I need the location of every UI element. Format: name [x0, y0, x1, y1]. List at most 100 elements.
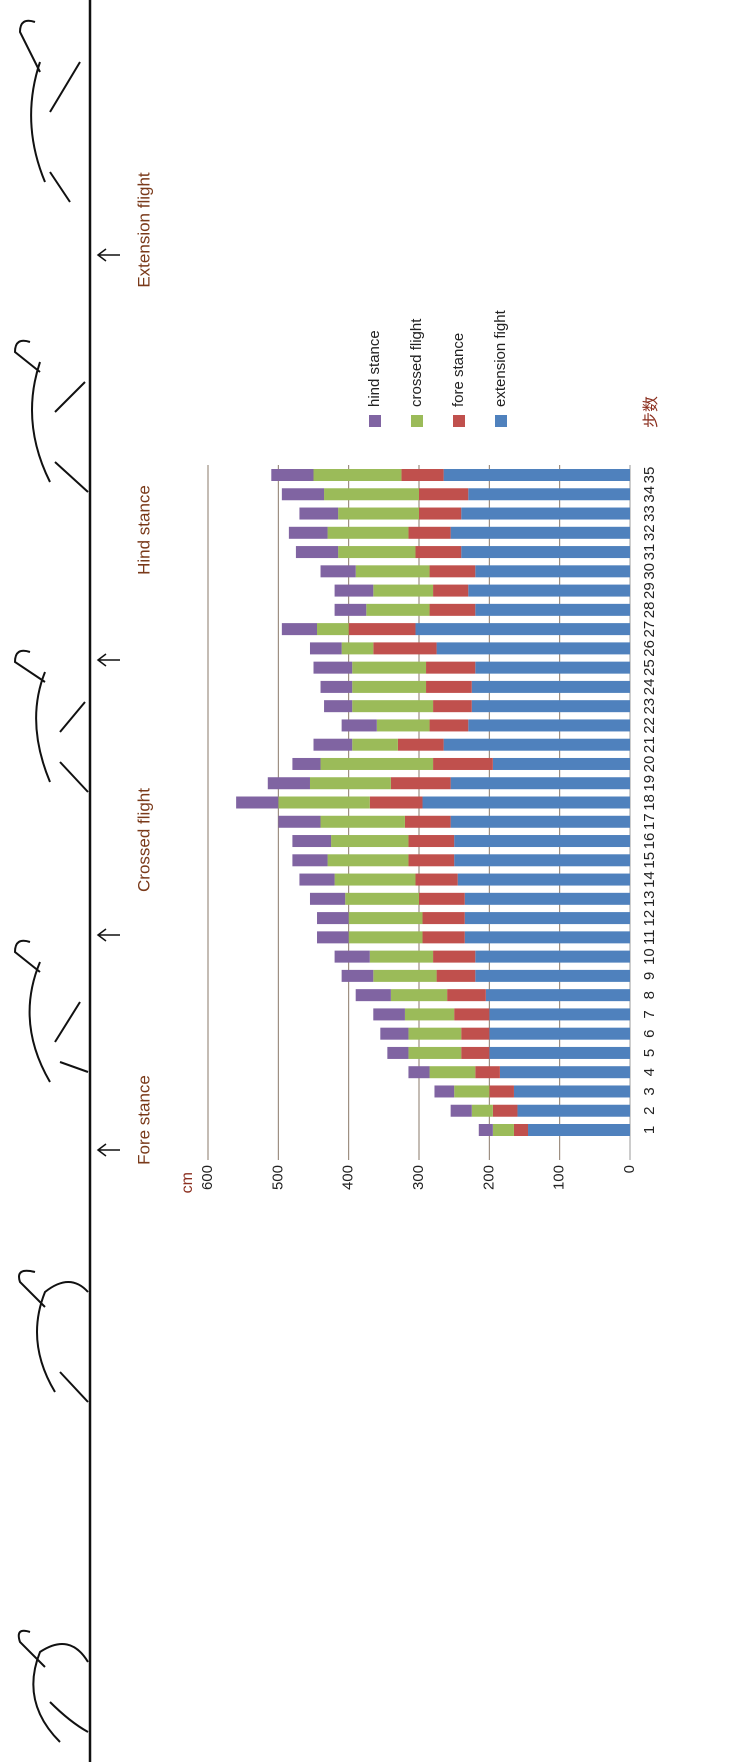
bar-segment: [465, 912, 630, 924]
bar-segment: [454, 854, 630, 866]
bar-segment: [461, 1047, 489, 1059]
bar-segment: [398, 739, 444, 751]
y-tick-label: 500: [269, 1165, 286, 1190]
bar-segment: [342, 719, 377, 731]
bar-segment: [401, 469, 443, 481]
bar-segment: [472, 700, 630, 712]
bar-segment: [352, 739, 398, 751]
legend-label: extension fight: [492, 309, 509, 407]
bar-segment: [405, 816, 451, 828]
bar-segment: [380, 1028, 408, 1040]
bar-segment: [268, 777, 310, 789]
bar-segment: [391, 989, 447, 1001]
bar-segment: [299, 508, 338, 520]
bar-segment: [335, 951, 370, 963]
bar-segment: [415, 546, 461, 558]
bar-segment: [321, 816, 405, 828]
bar-segment: [278, 816, 320, 828]
bar-segment: [335, 585, 374, 597]
bar-segment: [472, 1105, 493, 1117]
bar-segment: [468, 719, 630, 731]
annotation: Hind stance: [134, 485, 153, 575]
bar-segment: [461, 546, 630, 558]
bar-segment: [349, 912, 423, 924]
bar-segment: [430, 1066, 476, 1078]
bar-segment: [356, 565, 430, 577]
x-tick-label: 5: [641, 1049, 658, 1057]
bar-segment: [517, 1105, 630, 1117]
x-tick-label: 35: [641, 467, 658, 484]
x-tick-label: 11: [641, 930, 658, 946]
x-tick-label: 3: [641, 1087, 658, 1095]
bar-segment: [317, 912, 349, 924]
x-tick-label: 6: [641, 1030, 658, 1038]
y-tick-label: 600: [199, 1165, 216, 1190]
bar-segment: [489, 1008, 630, 1020]
bar-segment: [461, 508, 630, 520]
y-tick-label: 200: [480, 1165, 497, 1190]
annotation: Extension flight: [134, 172, 153, 288]
bar-segment: [454, 1085, 489, 1097]
x-axis-label: 步数: [642, 396, 660, 428]
bar-segment: [468, 488, 630, 500]
bar-segment: [475, 662, 630, 674]
annotation: Fore stance: [134, 1075, 153, 1165]
legend-label: fore stance: [450, 333, 467, 407]
bar-segment: [419, 488, 468, 500]
bar-segment: [331, 835, 408, 847]
bar-segment: [475, 604, 630, 616]
bar-segment: [458, 874, 630, 886]
bar-segment: [415, 623, 630, 635]
x-tick-label: 7: [641, 1010, 658, 1018]
bar-segment: [405, 1008, 454, 1020]
bar-segment: [426, 681, 472, 693]
bar-segment: [489, 1028, 630, 1040]
x-tick-label: 9: [641, 972, 658, 980]
bar-segment: [426, 662, 475, 674]
bar-segment: [373, 970, 436, 982]
bar-segment: [430, 565, 476, 577]
bar-segment: [408, 1066, 429, 1078]
bar-segment: [408, 1047, 461, 1059]
bar-segment: [292, 835, 331, 847]
bar-segment: [489, 1047, 630, 1059]
bar-segment: [454, 835, 630, 847]
bar-segment: [335, 604, 367, 616]
y-tick-label: 100: [551, 1165, 568, 1190]
x-tick-label: 31: [641, 544, 658, 561]
bar-segment: [310, 642, 342, 654]
bar-segment: [433, 951, 475, 963]
bar-segment: [479, 1124, 493, 1136]
bar-segment: [415, 874, 457, 886]
bar-segment: [328, 854, 409, 866]
bar-segment: [338, 546, 415, 558]
bar-segment: [342, 642, 374, 654]
bar-segment: [451, 777, 630, 789]
bar-segment: [475, 970, 630, 982]
bar-segment: [423, 912, 465, 924]
bar-segment: [434, 1085, 454, 1097]
bar-segment: [419, 893, 465, 905]
x-tick-label: 20: [641, 756, 658, 773]
x-tick-label: 18: [641, 794, 658, 811]
legend-label: hind stance: [366, 330, 383, 407]
bar-segment: [349, 931, 423, 943]
bar-segment: [387, 1047, 408, 1059]
x-tick-label: 2: [641, 1107, 658, 1115]
y-tick-label: 0: [621, 1165, 638, 1173]
bar-segment: [433, 585, 468, 597]
bar-segment: [321, 565, 356, 577]
bar-segment: [447, 989, 486, 1001]
bar-segment: [475, 1066, 500, 1078]
bar-segment: [493, 758, 630, 770]
bar-segment: [356, 989, 391, 1001]
bar-segment: [335, 874, 416, 886]
bar-segment: [465, 931, 630, 943]
x-tick-label: 12: [641, 910, 658, 927]
bar-segment: [373, 585, 433, 597]
bar-segment: [349, 623, 416, 635]
x-tick-label: 33: [641, 505, 658, 522]
bar-segment: [352, 700, 433, 712]
bar-segment: [317, 931, 349, 943]
x-tick-label: 8: [641, 991, 658, 999]
